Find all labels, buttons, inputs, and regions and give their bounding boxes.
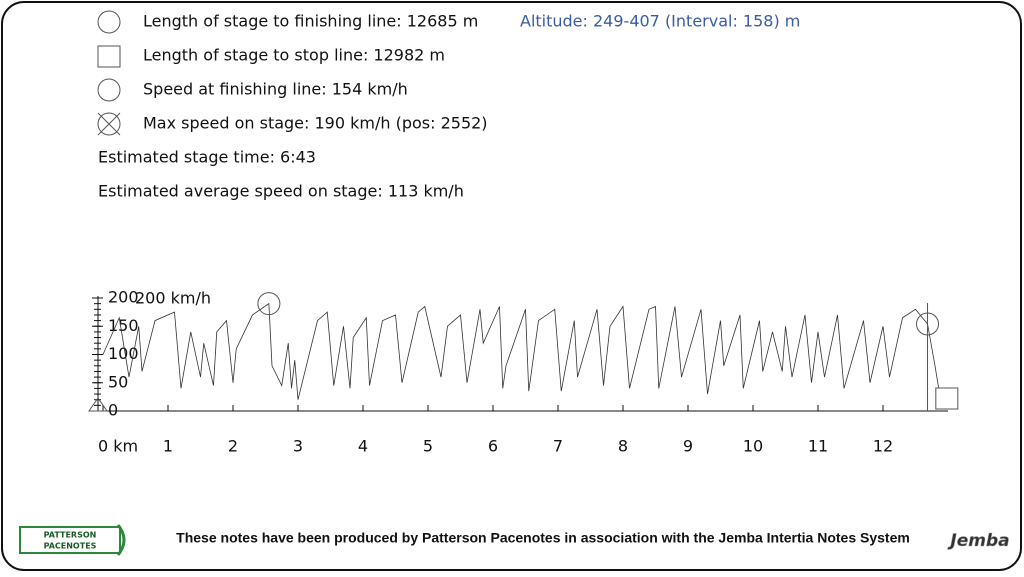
y-tick-label: 200 — [108, 288, 139, 307]
start-marker — [88, 397, 108, 412]
logo-box — [19, 526, 121, 554]
y-tick-label: 150 — [108, 316, 139, 335]
info-text: Speed at finishing line: 154 km/h — [143, 80, 408, 99]
x-tick-label: 11 — [808, 437, 828, 456]
altitude-text: Altitude: 249-407 (Interval: 158) m — [520, 12, 800, 31]
x-tick-label: 2 — [228, 437, 238, 456]
info-text: Estimated average speed on stage: 113 km… — [98, 182, 464, 201]
x-tick-label: 0 km — [98, 437, 138, 456]
x-tick-label: 1 — [163, 437, 173, 456]
finish-speed-icon — [97, 78, 121, 102]
max-speed-marker — [257, 292, 281, 316]
jemba-logo: Jemba — [947, 531, 1009, 551]
x-tick-label: 6 — [488, 437, 498, 456]
x-tick-label: 8 — [618, 437, 628, 456]
x-tick-label: 12 — [873, 437, 893, 456]
max-speed-icon — [97, 112, 121, 136]
x-tick-label: 9 — [683, 437, 693, 456]
stop-icon — [97, 45, 121, 68]
info-text: Estimated stage time: 6:43 — [98, 148, 316, 167]
finish-icon — [97, 10, 121, 34]
y-tick-label: 0 — [108, 401, 118, 420]
footer-notice: These notes have been produced by Patter… — [176, 530, 910, 546]
max-speed-icon-cross — [97, 112, 121, 136]
y-tick-label: 100 — [108, 344, 139, 363]
info-text: Max speed on stage: 190 km/h (pos: 2552) — [143, 114, 488, 133]
x-tick-label: 3 — [293, 437, 303, 456]
logo-text: PATTERSON — [44, 531, 97, 540]
x-tick-label: 5 — [423, 437, 433, 456]
y-axis-label: 200 km/h — [135, 289, 211, 308]
logo-arc — [116, 524, 126, 556]
speed-line — [102, 302, 942, 406]
stop-marker — [935, 387, 959, 410]
finish-marker — [916, 312, 940, 336]
x-tick-label: 7 — [553, 437, 563, 456]
info-text: Length of stage to stop line: 12982 m — [143, 46, 445, 65]
logo-text: PACENOTES — [44, 542, 97, 551]
info-text: Length of stage to finishing line: 12685… — [143, 12, 478, 31]
x-tick-label: 10 — [743, 437, 763, 456]
x-tick-label: 4 — [358, 437, 368, 456]
y-tick-label: 50 — [108, 372, 128, 391]
